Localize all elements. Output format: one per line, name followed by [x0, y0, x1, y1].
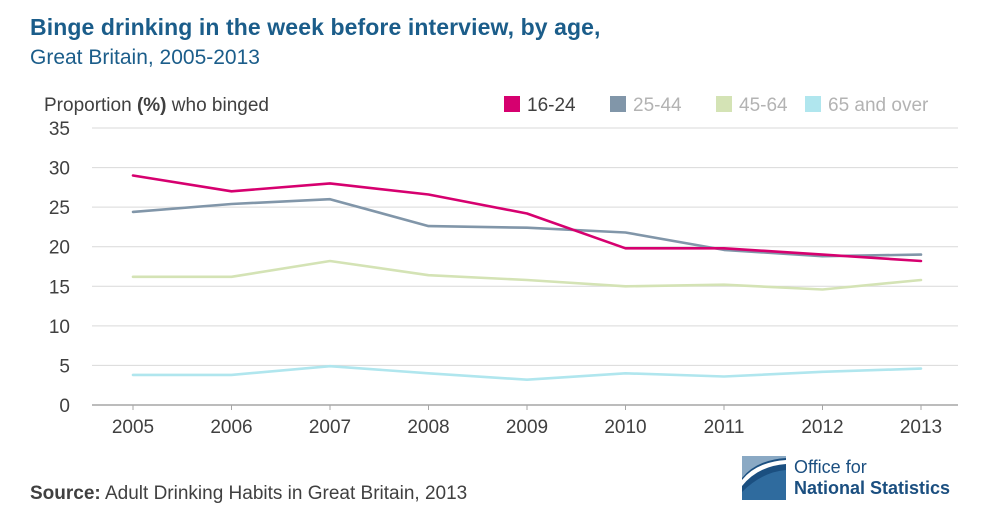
series-line-16-24 — [131, 174, 923, 263]
legend-swatch — [504, 96, 520, 112]
y-tick-labels: 0 5 10 15 20 25 30 35 — [49, 119, 70, 417]
series-line-25-44 — [131, 197, 923, 258]
source-text: Adult Drinking Habits in Great Britain, … — [104, 483, 468, 504]
y-tick-label: 5 — [59, 356, 70, 377]
y-axis-label-unit: (%) — [137, 95, 167, 116]
legend-label: 25-44 — [633, 95, 682, 116]
y-tick-label: 30 — [49, 159, 70, 180]
legend-swatch — [610, 96, 626, 112]
series-lines — [131, 174, 923, 382]
x-tick-label: 2013 — [900, 417, 942, 438]
y-tick-label: 35 — [49, 119, 70, 140]
ons-logo-line1: Office for — [794, 457, 867, 477]
source-label: Source: — [30, 483, 101, 504]
x-tick-label: 2005 — [112, 417, 154, 438]
grid-lines — [92, 127, 958, 406]
chart-title: Binge drinking in the week before interv… — [30, 14, 601, 40]
y-tick-label: 10 — [49, 317, 70, 338]
legend-label: 45-64 — [739, 95, 788, 116]
x-tick-labels: 2005 2006 2007 2008 2009 2010 2011 2012 2013 — [112, 405, 942, 438]
y-axis-label-prefix: Proportion — [44, 95, 137, 116]
ons-logo-line2: National Statistics — [794, 478, 951, 498]
x-tick-label: 2010 — [604, 417, 646, 438]
x-tick-label: 2008 — [407, 417, 449, 438]
legend: 16-24 25-44 45-64 65 and over — [504, 95, 929, 116]
x-tick-label: 2007 — [309, 417, 351, 438]
series-line-45-64 — [131, 259, 923, 291]
legend-swatch — [716, 96, 732, 112]
legend-swatch — [805, 96, 821, 112]
source-note: Source: Adult Drinking Habits in Great B… — [30, 483, 467, 505]
ons-logo: Office for National Statistics — [742, 456, 950, 500]
legend-label: 65 and over — [828, 95, 929, 116]
y-axis-label-suffix: who binged — [167, 95, 269, 116]
legend-label: 16-24 — [527, 95, 576, 116]
y-tick-label: 20 — [49, 238, 70, 259]
chart-subtitle: Great Britain, 2005-2013 — [30, 46, 260, 69]
y-tick-label: 25 — [49, 198, 70, 219]
x-tick-label: 2011 — [704, 417, 745, 438]
x-tick-label: 2009 — [506, 417, 548, 438]
x-tick-label: 2006 — [210, 417, 252, 438]
ons-emblem-icon — [742, 456, 786, 500]
y-tick-label: 0 — [59, 396, 70, 417]
y-axis-label: Proportion (%) who binged — [44, 95, 269, 116]
x-tick-label: 2012 — [801, 417, 843, 438]
y-tick-label: 15 — [49, 277, 70, 298]
ons-logo-text: Office for National Statistics — [794, 457, 950, 499]
series-line-65-and-over — [131, 364, 923, 382]
